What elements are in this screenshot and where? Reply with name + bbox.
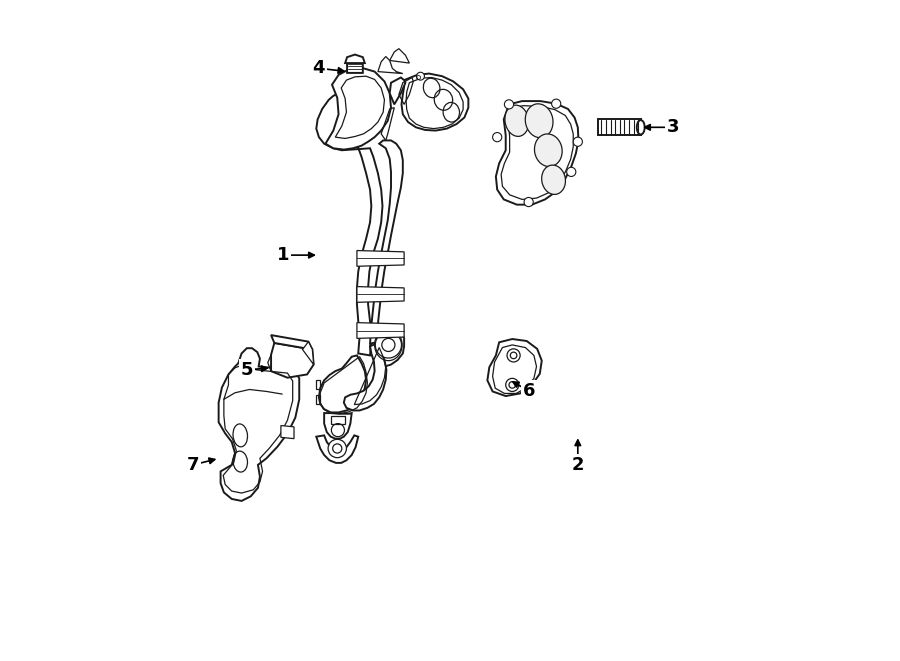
Polygon shape	[219, 348, 299, 501]
Ellipse shape	[505, 105, 529, 136]
Polygon shape	[370, 325, 404, 367]
Polygon shape	[324, 413, 352, 439]
Polygon shape	[496, 101, 579, 205]
Polygon shape	[271, 335, 312, 350]
Polygon shape	[357, 287, 404, 302]
Polygon shape	[598, 120, 641, 136]
Ellipse shape	[542, 165, 565, 194]
Ellipse shape	[526, 104, 553, 137]
Polygon shape	[347, 58, 363, 73]
Polygon shape	[271, 343, 314, 377]
Ellipse shape	[637, 120, 644, 135]
Polygon shape	[281, 426, 294, 439]
Polygon shape	[326, 68, 391, 149]
Circle shape	[331, 424, 345, 437]
Circle shape	[492, 133, 502, 141]
Polygon shape	[370, 140, 403, 344]
Circle shape	[382, 338, 395, 352]
Polygon shape	[401, 73, 468, 131]
Text: 1: 1	[276, 246, 289, 264]
Text: 7: 7	[187, 456, 199, 474]
Circle shape	[417, 72, 425, 80]
Polygon shape	[357, 251, 404, 266]
Circle shape	[375, 332, 401, 358]
Polygon shape	[316, 436, 358, 463]
Polygon shape	[488, 339, 542, 396]
Circle shape	[507, 349, 520, 362]
Polygon shape	[302, 342, 314, 365]
Circle shape	[506, 378, 518, 391]
Ellipse shape	[535, 134, 562, 167]
Polygon shape	[357, 323, 404, 338]
Circle shape	[552, 99, 561, 108]
Circle shape	[573, 137, 582, 146]
Circle shape	[328, 440, 346, 457]
Circle shape	[509, 381, 516, 388]
Circle shape	[333, 444, 342, 453]
Text: 4: 4	[312, 59, 325, 77]
Polygon shape	[344, 344, 386, 410]
Circle shape	[504, 100, 514, 109]
Polygon shape	[390, 77, 405, 104]
Text: 6: 6	[522, 382, 535, 400]
Circle shape	[510, 352, 517, 359]
Polygon shape	[345, 55, 364, 63]
Text: 3: 3	[667, 118, 680, 136]
Polygon shape	[319, 356, 366, 412]
Text: 5: 5	[240, 361, 253, 379]
Circle shape	[567, 167, 576, 176]
Text: 2: 2	[572, 456, 584, 474]
Polygon shape	[316, 93, 382, 356]
Circle shape	[524, 198, 533, 207]
